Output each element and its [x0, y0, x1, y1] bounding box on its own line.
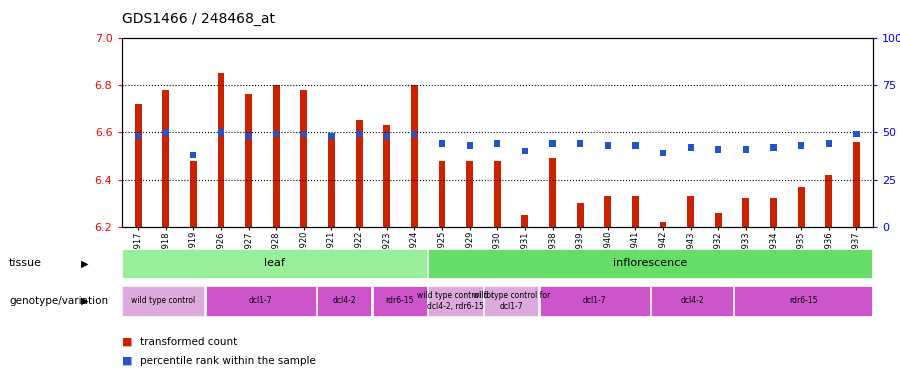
Text: GDS1466 / 248468_at: GDS1466 / 248468_at	[122, 12, 274, 26]
Bar	[218, 129, 224, 135]
Text: ■: ■	[122, 337, 132, 347]
Bar	[122, 249, 428, 278]
Text: ▶: ▶	[81, 258, 88, 268]
Bar	[356, 131, 362, 137]
Bar	[428, 249, 872, 278]
Bar	[494, 160, 500, 227]
Bar	[411, 85, 418, 227]
Bar	[605, 142, 611, 149]
Bar	[734, 286, 872, 316]
Bar	[162, 90, 169, 227]
Bar	[632, 196, 639, 227]
Text: dcl1-7: dcl1-7	[583, 296, 607, 305]
Bar	[122, 286, 204, 316]
Bar	[633, 142, 638, 149]
Bar	[245, 94, 252, 227]
Text: genotype/variation: genotype/variation	[9, 296, 108, 306]
Bar	[798, 142, 805, 149]
Bar	[549, 140, 555, 147]
Bar	[521, 215, 528, 227]
Text: inflorescence: inflorescence	[613, 258, 688, 268]
Bar	[328, 137, 335, 227]
Bar	[383, 125, 391, 227]
Text: transformed count: transformed count	[140, 337, 237, 347]
Bar	[577, 203, 583, 227]
Bar	[853, 131, 859, 137]
Text: wild type control for
dcl1-7: wild type control for dcl1-7	[472, 291, 550, 310]
Bar	[494, 140, 500, 147]
Text: rdr6-15: rdr6-15	[789, 296, 818, 305]
Bar	[438, 160, 446, 227]
Bar	[301, 90, 307, 227]
Bar	[522, 148, 528, 154]
Bar	[205, 286, 316, 316]
Bar	[328, 133, 335, 139]
Bar	[770, 198, 777, 227]
Bar	[660, 150, 666, 156]
Bar	[825, 140, 832, 147]
Text: tissue: tissue	[9, 258, 42, 268]
Bar	[218, 73, 224, 227]
Bar	[688, 196, 694, 227]
Bar	[135, 104, 141, 227]
Text: ▶: ▶	[81, 296, 88, 306]
Text: dcl4-2: dcl4-2	[332, 296, 356, 305]
Bar	[428, 286, 482, 316]
Text: leaf: leaf	[264, 258, 285, 268]
Bar	[853, 142, 859, 227]
Bar	[688, 144, 694, 151]
Bar	[549, 158, 556, 227]
Bar	[825, 175, 833, 227]
Bar	[660, 222, 667, 227]
Text: ■: ■	[122, 356, 132, 366]
Bar	[716, 146, 722, 153]
Bar	[190, 152, 196, 158]
Bar	[466, 142, 472, 149]
Text: percentile rank within the sample: percentile rank within the sample	[140, 356, 315, 366]
Bar	[273, 85, 280, 227]
Bar	[373, 286, 427, 316]
Bar	[411, 131, 418, 137]
Text: wild type control: wild type control	[131, 296, 195, 305]
Bar	[742, 146, 749, 153]
Bar	[439, 140, 446, 147]
Bar	[715, 213, 722, 227]
Text: rdr6-15: rdr6-15	[385, 296, 414, 305]
Bar	[770, 144, 777, 151]
Bar	[383, 133, 390, 139]
Bar	[577, 140, 583, 147]
Bar	[190, 160, 197, 227]
Bar	[163, 129, 169, 135]
Bar	[651, 286, 733, 316]
Bar	[540, 286, 650, 316]
Bar	[273, 131, 279, 137]
Bar	[742, 198, 750, 227]
Bar	[604, 196, 611, 227]
Bar	[356, 120, 363, 227]
Bar	[135, 133, 141, 139]
Bar	[484, 286, 538, 316]
Bar	[317, 286, 372, 316]
Bar	[797, 187, 805, 227]
Bar	[466, 160, 473, 227]
Text: wild type control for
dcl4-2, rdr6-15: wild type control for dcl4-2, rdr6-15	[417, 291, 494, 310]
Text: dcl1-7: dcl1-7	[249, 296, 273, 305]
Text: dcl4-2: dcl4-2	[680, 296, 704, 305]
Bar	[246, 133, 252, 139]
Bar	[301, 131, 307, 137]
